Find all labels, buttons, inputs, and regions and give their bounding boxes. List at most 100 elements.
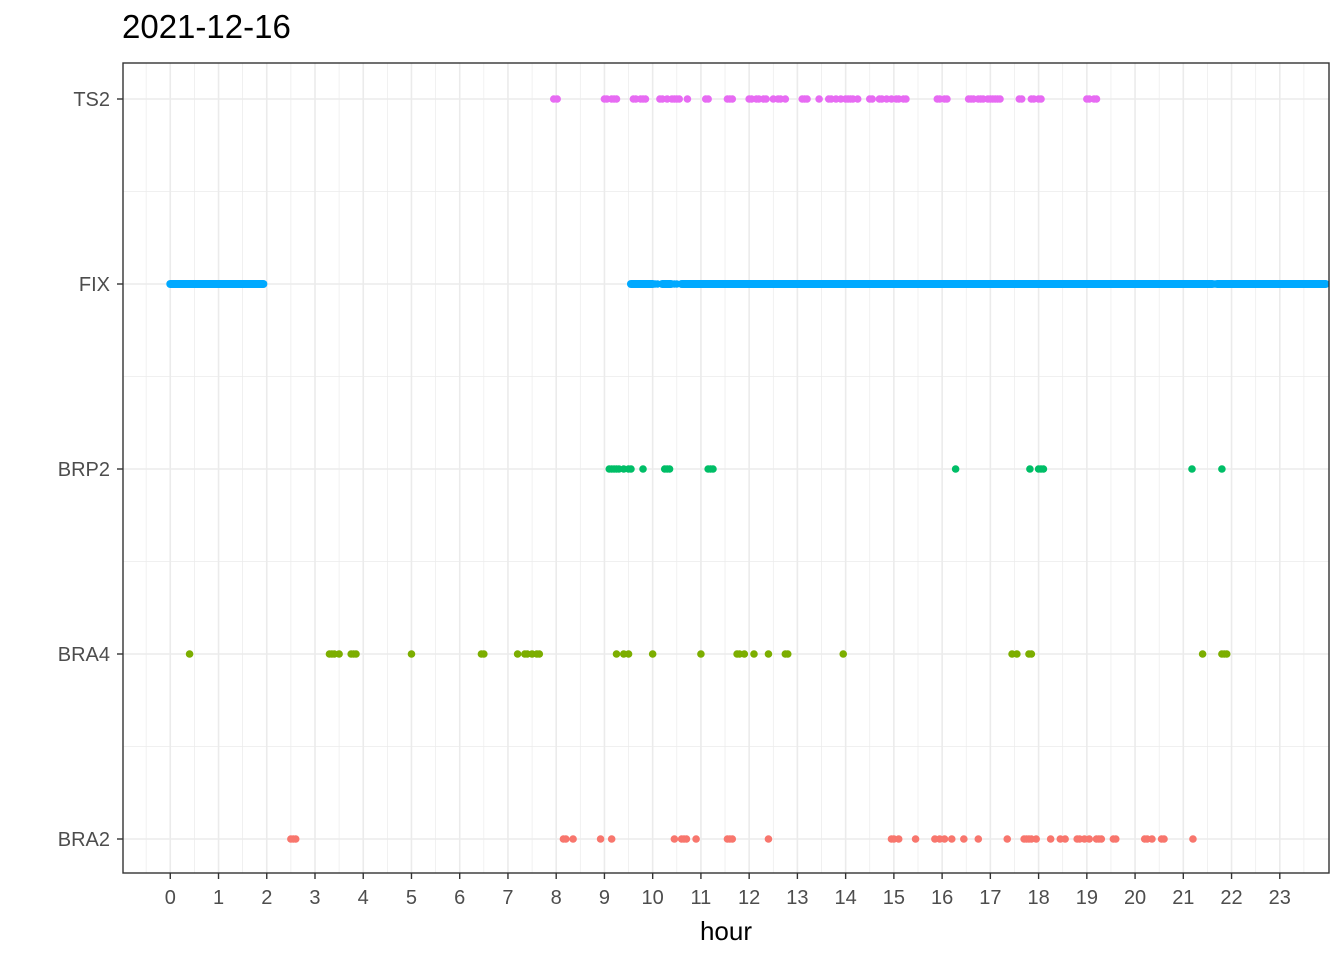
x-tick-label: 10 — [642, 887, 664, 909]
data-point-bra4 — [185, 650, 194, 658]
data-point-bra4 — [407, 650, 416, 658]
data-point-bra4 — [535, 650, 544, 658]
axes: 0 1 2 3 4 5 6 7 8 9 10 11 12 13 14 15 16 17 18 19 20 21 22 23BR… — [58, 89, 1291, 909]
data-point-bra4 — [783, 650, 792, 658]
data-point-bra2 — [569, 835, 577, 843]
data-point-bra2 — [1160, 835, 1168, 843]
data-point-brp2 — [1026, 465, 1034, 473]
x-tick-label: 16 — [931, 887, 953, 909]
x-tick-label: 3 — [309, 887, 320, 909]
data-point-bra4 — [480, 650, 488, 658]
x-tick-label: 23 — [1269, 887, 1291, 909]
x-tick-label: 17 — [979, 887, 1001, 909]
data-point-bra2 — [1097, 835, 1106, 843]
data-point-bra4 — [1198, 650, 1207, 658]
data-point-bra2 — [764, 835, 773, 843]
data-point-bra2 — [960, 835, 968, 843]
data-point-fix — [672, 280, 681, 288]
data-point-brp2 — [639, 465, 647, 473]
data-point-bra2 — [682, 835, 691, 843]
data-point-bra2 — [894, 835, 903, 843]
x-axis-title: hour — [700, 916, 752, 946]
plot-panel-border — [122, 62, 1330, 874]
data-point-bra4 — [839, 650, 848, 658]
x-tick-label: 20 — [1124, 887, 1146, 909]
data-point-bra2 — [1111, 835, 1120, 843]
data-point-bra4 — [764, 650, 773, 658]
data-point-bra2 — [1046, 835, 1055, 843]
data-point-bra2 — [1061, 835, 1069, 843]
data-point-ts2 — [641, 95, 650, 103]
x-tick-label: 12 — [738, 887, 760, 909]
data-point-ts2 — [853, 95, 862, 103]
data-point-ts2 — [1092, 95, 1101, 103]
data-point-bra2 — [692, 835, 700, 843]
data-point-bra2 — [911, 835, 920, 843]
x-tick-label: 14 — [835, 887, 857, 909]
data-point-ts2 — [902, 95, 910, 103]
y-tick-label: BRA4 — [58, 644, 110, 666]
data-point-ts2 — [683, 95, 692, 103]
data-points — [166, 95, 1330, 843]
data-point-bra2 — [1085, 835, 1094, 843]
y-tick-label: FIX — [79, 274, 110, 296]
data-point-bra4 — [1222, 650, 1231, 658]
x-tick-label: 9 — [599, 887, 610, 909]
data-point-bra4 — [612, 650, 621, 658]
data-point-bra2 — [291, 835, 300, 843]
data-point-bra2 — [562, 835, 570, 843]
data-point-bra2 — [728, 835, 737, 843]
y-tick-label: BRA2 — [58, 829, 110, 851]
data-point-brp2 — [1039, 465, 1048, 473]
data-point-brp2 — [709, 465, 717, 473]
data-point-ts2 — [943, 95, 951, 103]
data-point-bra4 — [1027, 650, 1036, 658]
data-point-ts2 — [612, 95, 621, 103]
data-point-ts2 — [996, 95, 1004, 103]
x-tick-label: 19 — [1076, 887, 1098, 909]
data-point-brp2 — [951, 465, 960, 473]
data-point-bra4 — [750, 650, 758, 658]
data-point-bra4 — [352, 650, 360, 658]
data-point-ts2 — [728, 95, 737, 103]
data-point-ts2 — [803, 95, 811, 103]
data-point-ts2 — [815, 95, 823, 103]
data-point-bra4 — [648, 650, 657, 658]
data-point-bra2 — [1189, 835, 1197, 843]
data-point-bra4 — [513, 650, 522, 658]
data-point-bra2 — [947, 835, 956, 843]
x-tick-label: 8 — [551, 887, 562, 909]
data-point-bra2 — [1148, 835, 1156, 843]
x-tick-label: 1 — [213, 887, 224, 909]
data-point-bra2 — [670, 835, 679, 843]
data-point-ts2 — [1037, 95, 1045, 103]
data-point-ts2 — [781, 95, 790, 103]
data-point-bra2 — [940, 835, 949, 843]
data-point-bra2 — [607, 835, 616, 843]
grid-lines — [123, 63, 1329, 873]
x-tick-label: 2 — [261, 887, 272, 909]
data-point-ts2 — [1017, 95, 1026, 103]
data-point-bra4 — [1013, 650, 1021, 658]
data-point-bra2 — [596, 835, 605, 843]
x-tick-label: 11 — [691, 887, 712, 909]
x-tick-label: 0 — [165, 887, 176, 909]
data-point-bra2 — [974, 835, 983, 843]
data-point-bra2 — [1032, 835, 1040, 843]
x-tick-label: 22 — [1220, 887, 1242, 909]
y-tick-label: BRP2 — [58, 459, 110, 481]
data-point-fix — [653, 280, 662, 288]
data-point-brp2 — [1188, 465, 1196, 473]
data-point-brp2 — [1218, 465, 1226, 473]
x-tick-label: 6 — [454, 887, 465, 909]
data-point-bra4 — [740, 650, 749, 658]
data-point-ts2 — [868, 95, 876, 103]
data-point-bra4 — [624, 650, 633, 658]
data-point-ts2 — [762, 95, 770, 103]
y-tick-label: TS2 — [73, 89, 110, 111]
data-point-fix — [1210, 280, 1219, 288]
data-point-bra4 — [697, 650, 705, 658]
x-tick-label: 7 — [502, 887, 513, 909]
data-point-ts2 — [704, 95, 712, 103]
